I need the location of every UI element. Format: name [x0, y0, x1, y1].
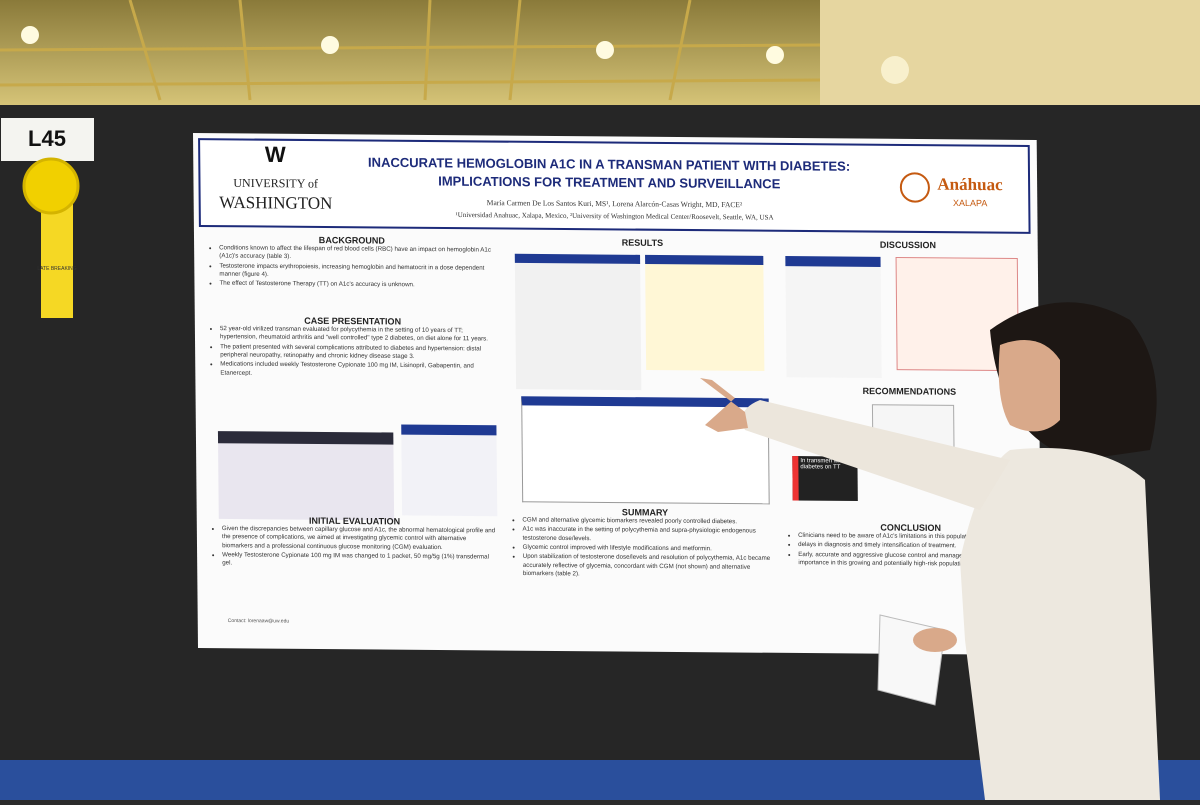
section-heading: DISCUSSION	[879, 239, 937, 251]
bullet: Weekly Testosterone Cypionate 100 mg IM …	[222, 551, 498, 570]
cgm-figure	[645, 254, 765, 371]
contact: Contact: lorenaaw@uw.edu	[227, 617, 290, 625]
university-small: UNIVERSITY of	[233, 176, 319, 191]
ribbon: LATE BREAKING	[22, 157, 80, 318]
logo: Anáhuac	[937, 175, 1003, 195]
results-table	[514, 253, 642, 391]
logo-sub: XALAPA	[953, 198, 988, 208]
bullet-list: 52 year-old virilized transman evaluated…	[210, 325, 496, 380]
booth-label: L45	[28, 126, 66, 151]
arm	[742, 400, 1010, 510]
university: WASHINGTON	[219, 193, 332, 213]
case: CASE PRESENTATION 52 year-old virilized …	[210, 315, 496, 381]
presenter	[700, 302, 1160, 800]
other-hand	[913, 628, 957, 652]
hand	[700, 378, 748, 432]
bullet: The patient presented with several compl…	[220, 343, 496, 362]
discussion: DISCUSSION	[785, 239, 1031, 251]
background: BACKGROUND Conditions known to affect th…	[209, 234, 495, 292]
bullet: Conditions known to affect the lifespan …	[219, 244, 495, 263]
title-line: INACCURATE HEMOGLOBIN A1C IN A TRANSMAN …	[368, 155, 850, 174]
authors: María Carmen De Los Santos Kuri, MS¹, Lo…	[487, 198, 743, 209]
glucose-table	[217, 431, 395, 521]
booth-sign	[1, 118, 94, 161]
summary: SUMMARY CGM and alternative glycemic bio…	[512, 506, 778, 581]
ceiling-lights	[21, 26, 909, 84]
section-heading: RECOMMENDATIONS	[862, 385, 957, 397]
ribbon-text: LATE BREAKING	[37, 266, 76, 272]
wall	[820, 0, 1200, 110]
torso	[960, 448, 1160, 800]
title-line: IMPLICATIONS FOR TREATMENT AND SURVEILLA…	[438, 173, 781, 191]
face	[998, 340, 1060, 432]
bullet: Testosterone impacts erythropoiesis, inc…	[219, 262, 495, 281]
bullet: A1c was inaccurate in the setting of pol…	[522, 526, 778, 545]
section-heading: RESULTS	[621, 237, 664, 248]
bullet-list: CGM and alternative glycemic biomarkers …	[512, 516, 778, 580]
bullet-list: Conditions known to affect the lifespan …	[209, 244, 495, 291]
results: RESULTS	[510, 237, 776, 249]
anahuac-emblem	[899, 172, 930, 203]
bullet: 52 year-old virilized transman evaluated…	[220, 325, 496, 344]
bullet: Medications included weekly Testosterone…	[220, 361, 496, 380]
uw-logo: W	[265, 142, 286, 167]
discussion-table	[785, 256, 882, 379]
affiliations: ¹Universidad Anahuac, Xalapa, Mexico, ²U…	[456, 211, 775, 222]
header-box	[198, 138, 1031, 234]
bullet: The effect of Testosterone Therapy (TT) …	[219, 280, 495, 291]
recommendations: RECOMMENDATIONS	[787, 385, 1033, 397]
poster: W UNIVERSITY of WASHINGTON INACCURATE HE…	[193, 133, 1042, 655]
trusses	[0, 0, 821, 101]
bullet: Upon stabilization of testosterone dose/…	[523, 553, 779, 580]
initial: INITIAL EVALUATION Given the discrepanci…	[212, 515, 498, 572]
bullet: Given the discrepancies between capillar…	[222, 525, 498, 553]
bullet-list: Given the discrepancies between capillar…	[212, 525, 498, 571]
lab-table	[401, 424, 498, 517]
